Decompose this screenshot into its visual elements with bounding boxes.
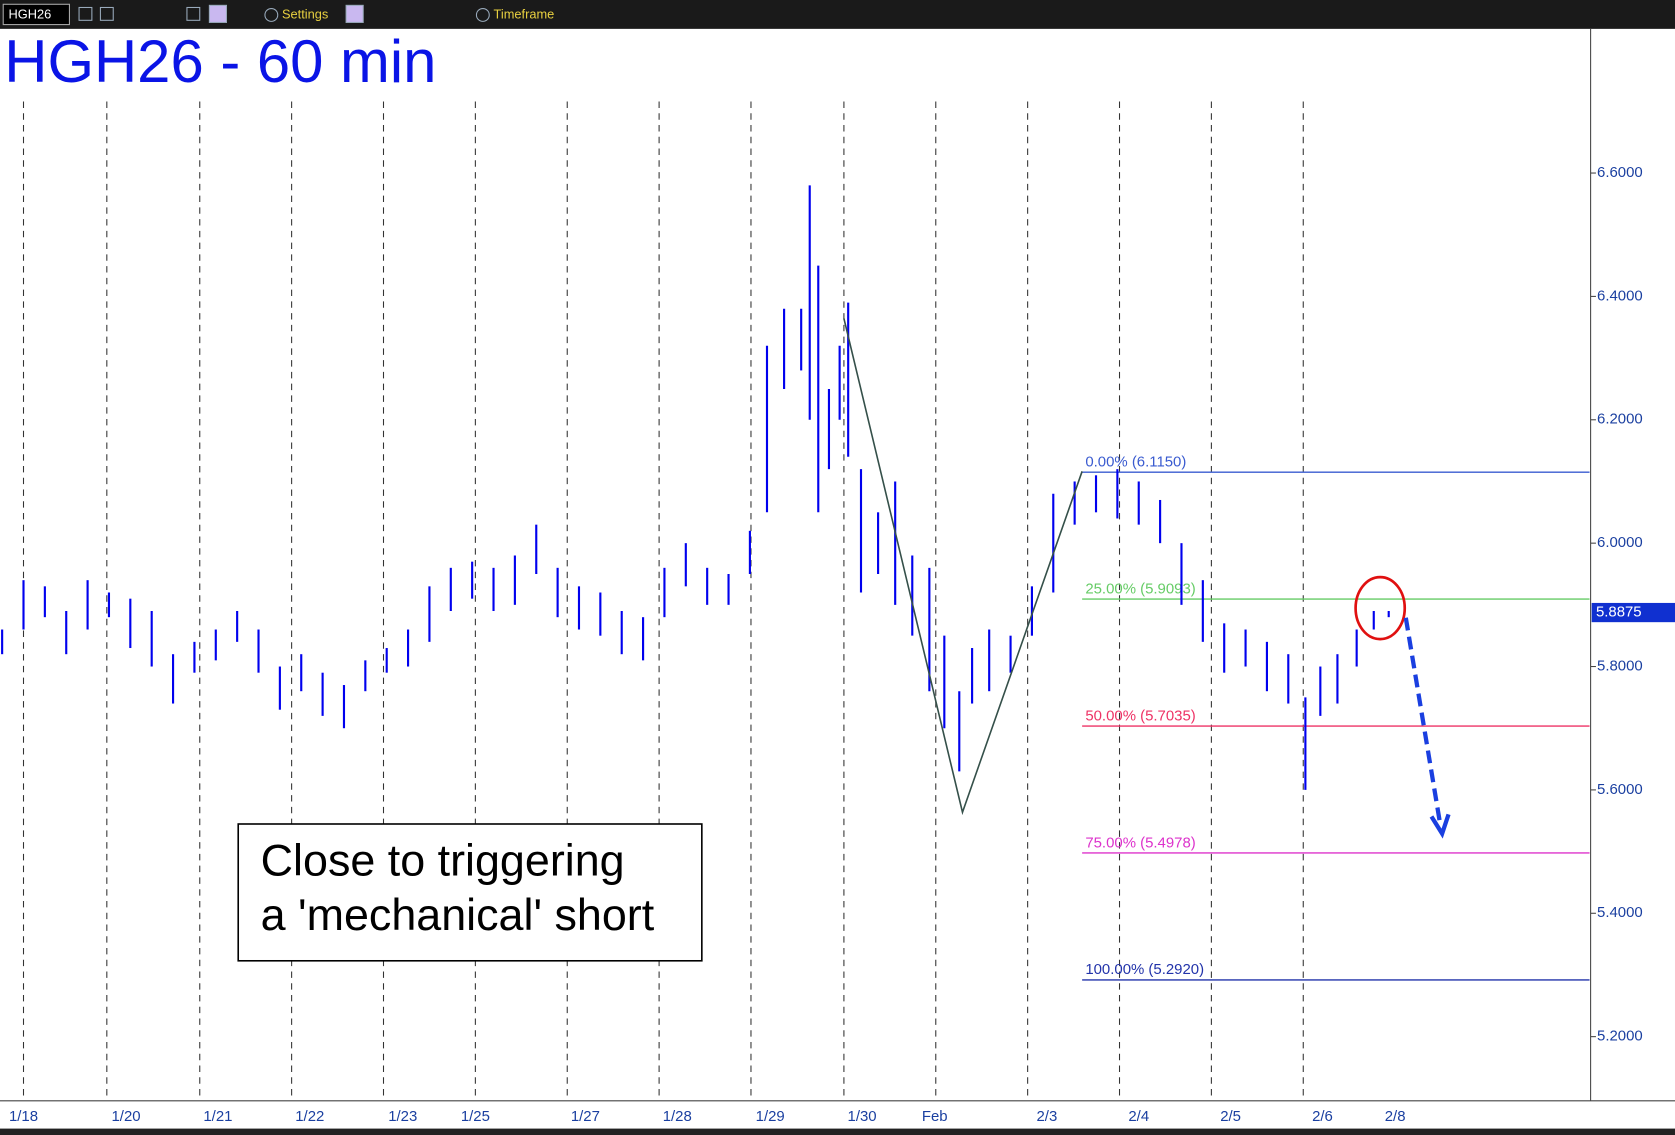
- x-tick-label: 1/20: [112, 1108, 141, 1125]
- toolbar-icons: [78, 4, 490, 23]
- annotation-line: Close to triggering: [261, 834, 625, 885]
- y-tick-label: 5.6000: [1597, 781, 1643, 798]
- icon[interactable]: [345, 4, 364, 23]
- highlight-circle: [1354, 575, 1407, 641]
- y-tick-label: 5.2000: [1597, 1028, 1643, 1045]
- x-tick-label: Feb: [922, 1108, 948, 1125]
- x-tick-label: 2/3: [1036, 1108, 1057, 1125]
- fib-label: 75.00% (5.4978): [1085, 834, 1195, 851]
- fib-label: 25.00% (5.9093): [1085, 580, 1195, 597]
- x-tick-label: 2/5: [1220, 1108, 1241, 1125]
- swing-zigzag: [843, 318, 1083, 816]
- fib-label: 100.00% (5.2920): [1085, 961, 1204, 978]
- symbol[interactable]: HGH26: [9, 6, 52, 21]
- icon[interactable]: [208, 4, 228, 23]
- x-tick-label: 1/22: [295, 1108, 324, 1125]
- x-tick-label: 1/23: [388, 1108, 417, 1125]
- last-price-label: 5.8875: [1596, 604, 1642, 621]
- y-tick-label: 5.4000: [1597, 904, 1643, 921]
- y-tick-label: 6.2000: [1597, 411, 1643, 428]
- y-tick-label: 6.6000: [1597, 164, 1643, 181]
- x-tick-label: 1/30: [848, 1108, 877, 1125]
- icon[interactable]: [186, 6, 201, 21]
- x-tick-label: 2/4: [1128, 1108, 1149, 1125]
- x-tick-label: 2/6: [1312, 1108, 1333, 1125]
- annotation-line: a 'mechanical' short: [261, 889, 655, 940]
- x-tick-label: 1/27: [571, 1108, 600, 1125]
- forecast-arrow: [1403, 617, 1443, 824]
- x-tick-label: 2/8: [1385, 1108, 1406, 1125]
- bottom-strip: [0, 1128, 1675, 1135]
- x-tick-label: 1/18: [9, 1108, 38, 1125]
- icon[interactable]: [99, 6, 114, 21]
- toolbar: [0, 0, 1675, 29]
- icon[interactable]: [78, 6, 93, 21]
- chart-title: HGH26 - 60 min: [4, 28, 436, 95]
- x-tick-label: 1/29: [756, 1108, 785, 1125]
- fib-label: 50.00% (5.7035): [1085, 707, 1195, 724]
- forecast-arrowhead: [1429, 813, 1451, 839]
- x-tick-label: 1/28: [663, 1108, 692, 1125]
- last-price-box: [1591, 602, 1675, 623]
- settings-button[interactable]: Settings: [282, 6, 328, 21]
- symbol-box[interactable]: [2, 3, 70, 26]
- x-tick-label: 1/21: [203, 1108, 232, 1125]
- x-tick-label: 1/25: [461, 1108, 490, 1125]
- timeframe-button[interactable]: Timeframe: [494, 6, 555, 21]
- icon[interactable]: [475, 8, 490, 22]
- y-tick-label: 6.0000: [1597, 534, 1643, 551]
- y-tick-label: 5.8000: [1597, 657, 1643, 674]
- annotation-box: [237, 823, 703, 962]
- y-tick-label: 6.4000: [1597, 287, 1643, 304]
- icon[interactable]: [264, 8, 279, 22]
- fib-label: 0.00% (6.1150): [1085, 454, 1186, 471]
